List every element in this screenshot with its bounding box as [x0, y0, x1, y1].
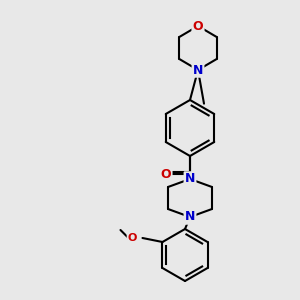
Text: O: O [161, 167, 171, 181]
Text: N: N [193, 64, 203, 76]
Text: O: O [128, 233, 137, 243]
Text: N: N [185, 172, 195, 185]
Text: N: N [185, 211, 195, 224]
Text: O: O [193, 20, 203, 32]
